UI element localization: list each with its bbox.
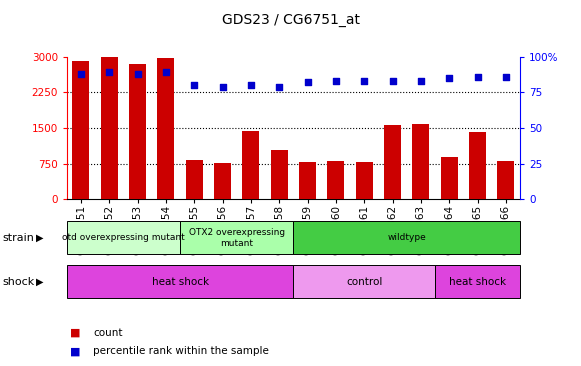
Bar: [101, 56, 118, 199]
Point: [76, 71, 85, 77]
Bar: [328, 161, 345, 199]
Point: [189, 82, 199, 88]
Point: [473, 74, 482, 80]
Bar: [497, 161, 514, 199]
Text: otd overexpressing mutant: otd overexpressing mutant: [62, 234, 185, 242]
Text: heat shock: heat shock: [152, 277, 209, 287]
Point: [162, 70, 171, 75]
Point: [388, 78, 397, 84]
Text: ▶: ▶: [36, 233, 43, 243]
Text: heat shock: heat shock: [449, 277, 506, 287]
Text: ▶: ▶: [36, 277, 43, 287]
Bar: [440, 157, 458, 199]
Bar: [271, 150, 288, 199]
Point: [303, 79, 312, 85]
Point: [105, 70, 114, 75]
Point: [246, 82, 256, 88]
Point: [133, 71, 142, 77]
Point: [218, 84, 227, 90]
Text: wildtype: wildtype: [388, 234, 426, 242]
Point: [275, 84, 284, 90]
Text: strain: strain: [3, 233, 35, 243]
Text: OTX2 overexpressing
mutant: OTX2 overexpressing mutant: [189, 228, 285, 248]
Bar: [186, 160, 203, 199]
Bar: [469, 132, 486, 199]
Point: [416, 78, 425, 84]
Text: control: control: [346, 277, 382, 287]
Text: percentile rank within the sample: percentile rank within the sample: [93, 346, 269, 356]
Text: ■: ■: [70, 328, 80, 338]
Point: [331, 78, 340, 84]
Text: ■: ■: [70, 346, 80, 356]
Bar: [413, 124, 429, 199]
Point: [444, 75, 454, 81]
Bar: [356, 162, 373, 199]
Text: GDS23 / CG6751_at: GDS23 / CG6751_at: [221, 13, 360, 27]
Bar: [214, 163, 231, 199]
Bar: [384, 125, 401, 199]
Point: [360, 78, 369, 84]
Bar: [129, 64, 146, 199]
Text: shock: shock: [3, 277, 35, 287]
Bar: [299, 163, 316, 199]
Bar: [242, 131, 259, 199]
Text: count: count: [93, 328, 123, 338]
Bar: [157, 58, 174, 199]
Point: [501, 74, 511, 80]
Bar: [73, 61, 89, 199]
